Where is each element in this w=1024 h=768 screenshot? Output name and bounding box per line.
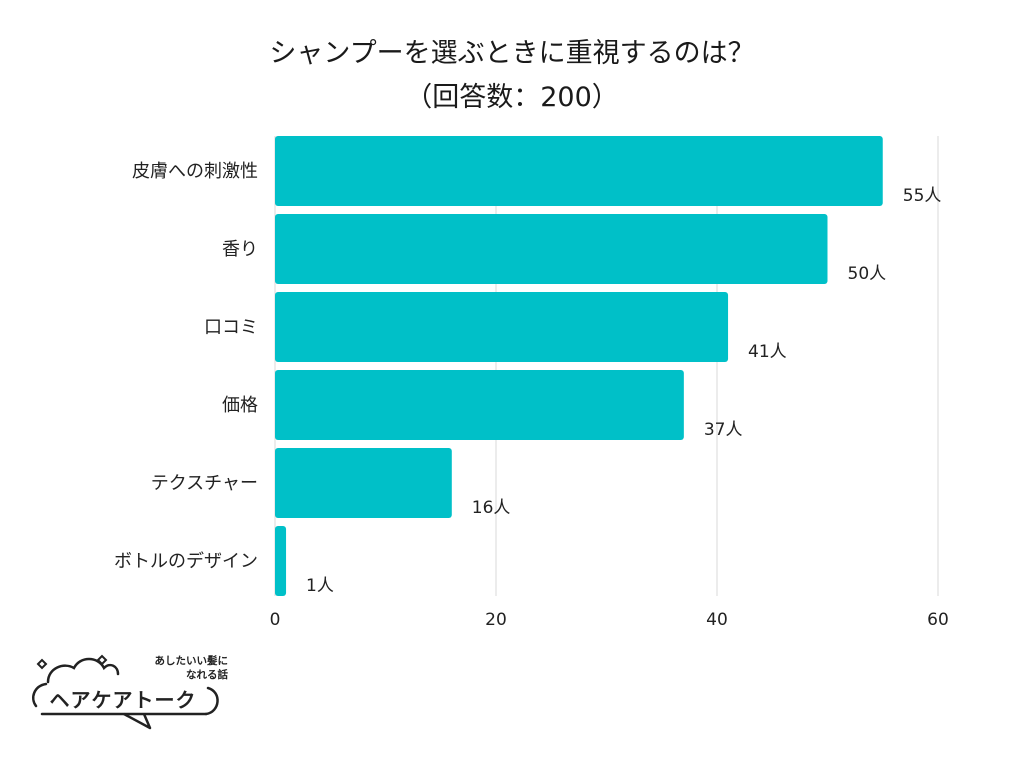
- bar: [275, 448, 452, 518]
- logo-name: ヘアケアトーク: [49, 688, 197, 712]
- bar: [275, 136, 883, 206]
- data-label: 1人: [306, 576, 334, 596]
- data-label: 37人: [704, 420, 743, 440]
- data-label: 55人: [903, 186, 942, 206]
- x-tick-label: 0: [270, 610, 281, 630]
- bar: [275, 526, 287, 596]
- x-tick-label: 40: [706, 610, 728, 630]
- logo-tagline-line-2: なれる話: [186, 669, 228, 681]
- category-label: ボトルのデザイン: [114, 551, 258, 572]
- chart-title-line-1: シャンプーを選ぶときに重視するのは？: [269, 38, 755, 69]
- chart-title: シャンプーを選ぶときに重視するのは？ （回答数：200）: [0, 32, 1024, 120]
- bar: [275, 292, 729, 362]
- category-label: テクスチャー: [151, 473, 258, 494]
- data-label: 50人: [848, 264, 887, 284]
- category-label: 香り: [222, 239, 258, 260]
- logo-cloud-icon: [32, 654, 219, 730]
- category-label: 価格: [222, 395, 258, 416]
- data-label: 41人: [748, 342, 787, 362]
- x-tick-label: 20: [485, 610, 507, 630]
- bar: [275, 214, 828, 284]
- chart-title-line-2: （回答数：200）: [405, 82, 619, 113]
- bar: [275, 370, 684, 440]
- logo-tagline: あしたいい髪に なれる話: [118, 654, 229, 682]
- brand-logo: あしたいい髪に なれる話 ヘアケアトーク: [26, 648, 229, 738]
- category-label: 皮膚への刺激性: [132, 161, 258, 182]
- x-tick-label: 60: [927, 610, 949, 630]
- data-label: 16人: [472, 498, 511, 518]
- logo-tagline-line-1: あしたいい髪に: [154, 655, 229, 667]
- category-label: 口コミ: [204, 317, 258, 338]
